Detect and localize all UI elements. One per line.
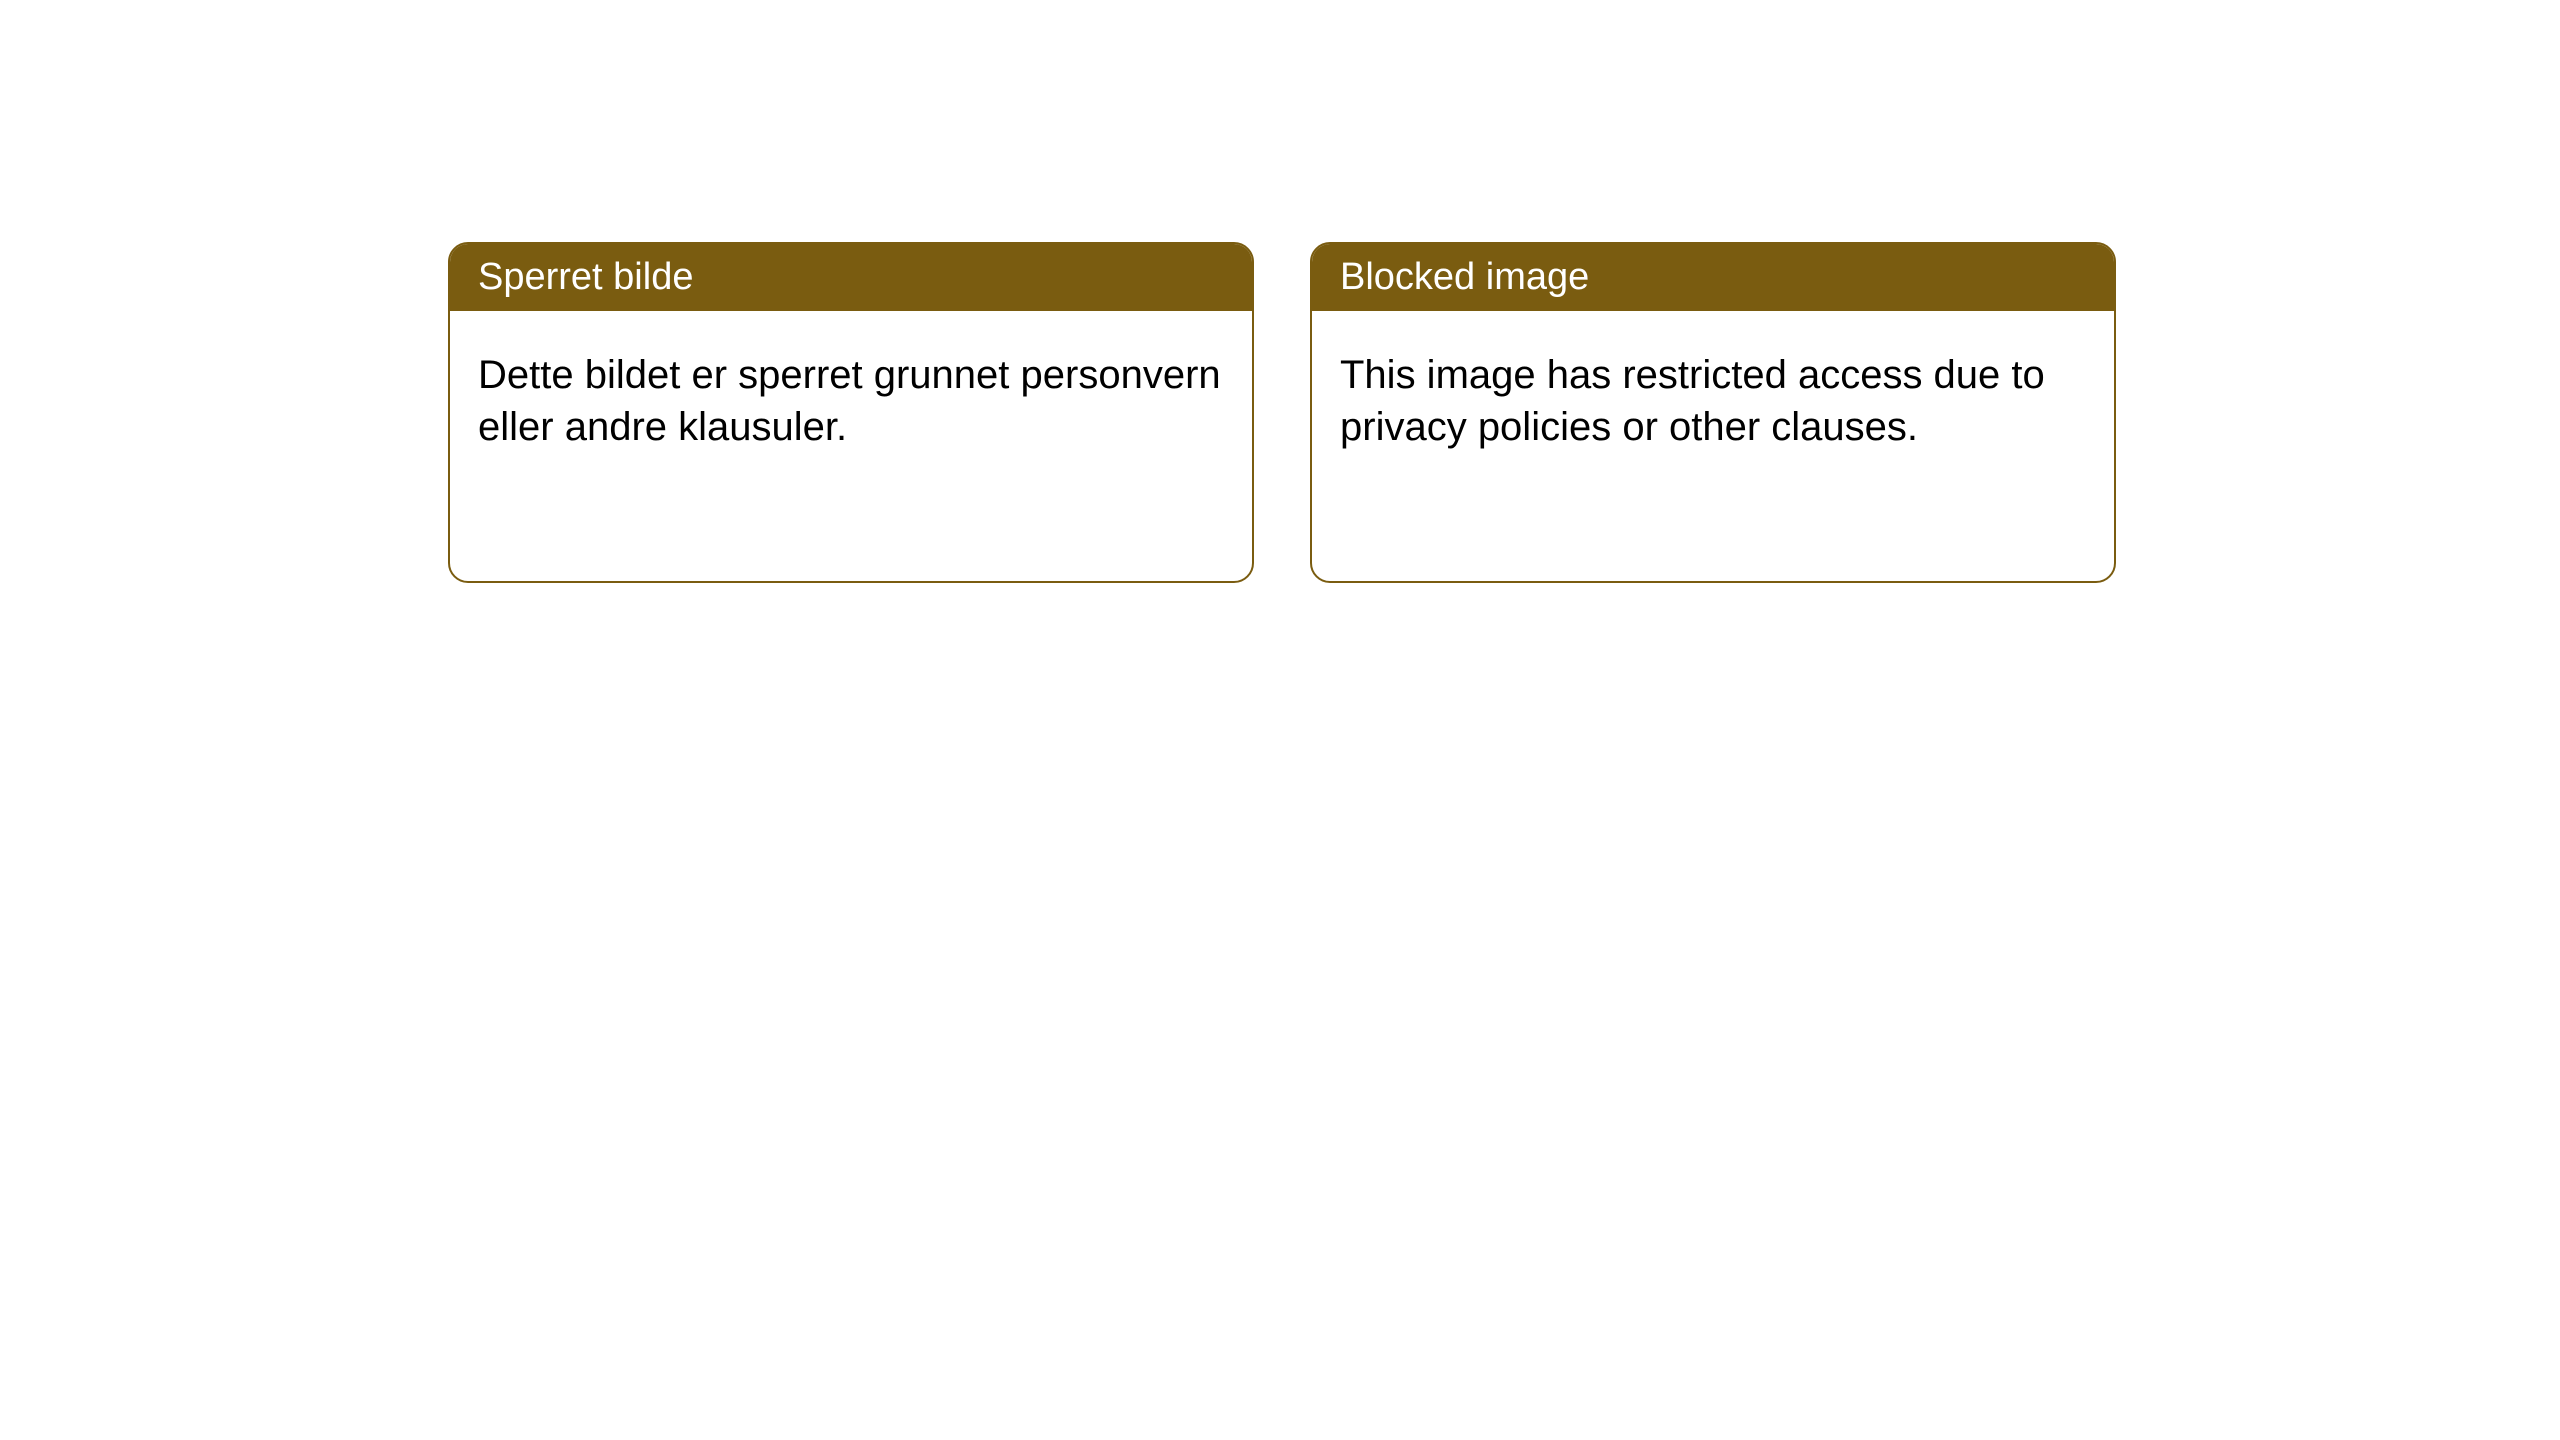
card-english: Blocked image This image has restricted …: [1310, 242, 2116, 583]
card-norwegian: Sperret bilde Dette bildet er sperret gr…: [448, 242, 1254, 583]
card-body-text: This image has restricted access due to …: [1340, 353, 2045, 449]
cards-container: Sperret bilde Dette bildet er sperret gr…: [0, 0, 2560, 583]
card-header: Sperret bilde: [450, 244, 1252, 311]
card-body-text: Dette bildet er sperret grunnet personve…: [478, 353, 1221, 449]
card-body: This image has restricted access due to …: [1312, 311, 2114, 581]
card-header: Blocked image: [1312, 244, 2114, 311]
card-title: Sperret bilde: [478, 256, 693, 298]
card-body: Dette bildet er sperret grunnet personve…: [450, 311, 1252, 581]
card-title: Blocked image: [1340, 256, 1589, 298]
